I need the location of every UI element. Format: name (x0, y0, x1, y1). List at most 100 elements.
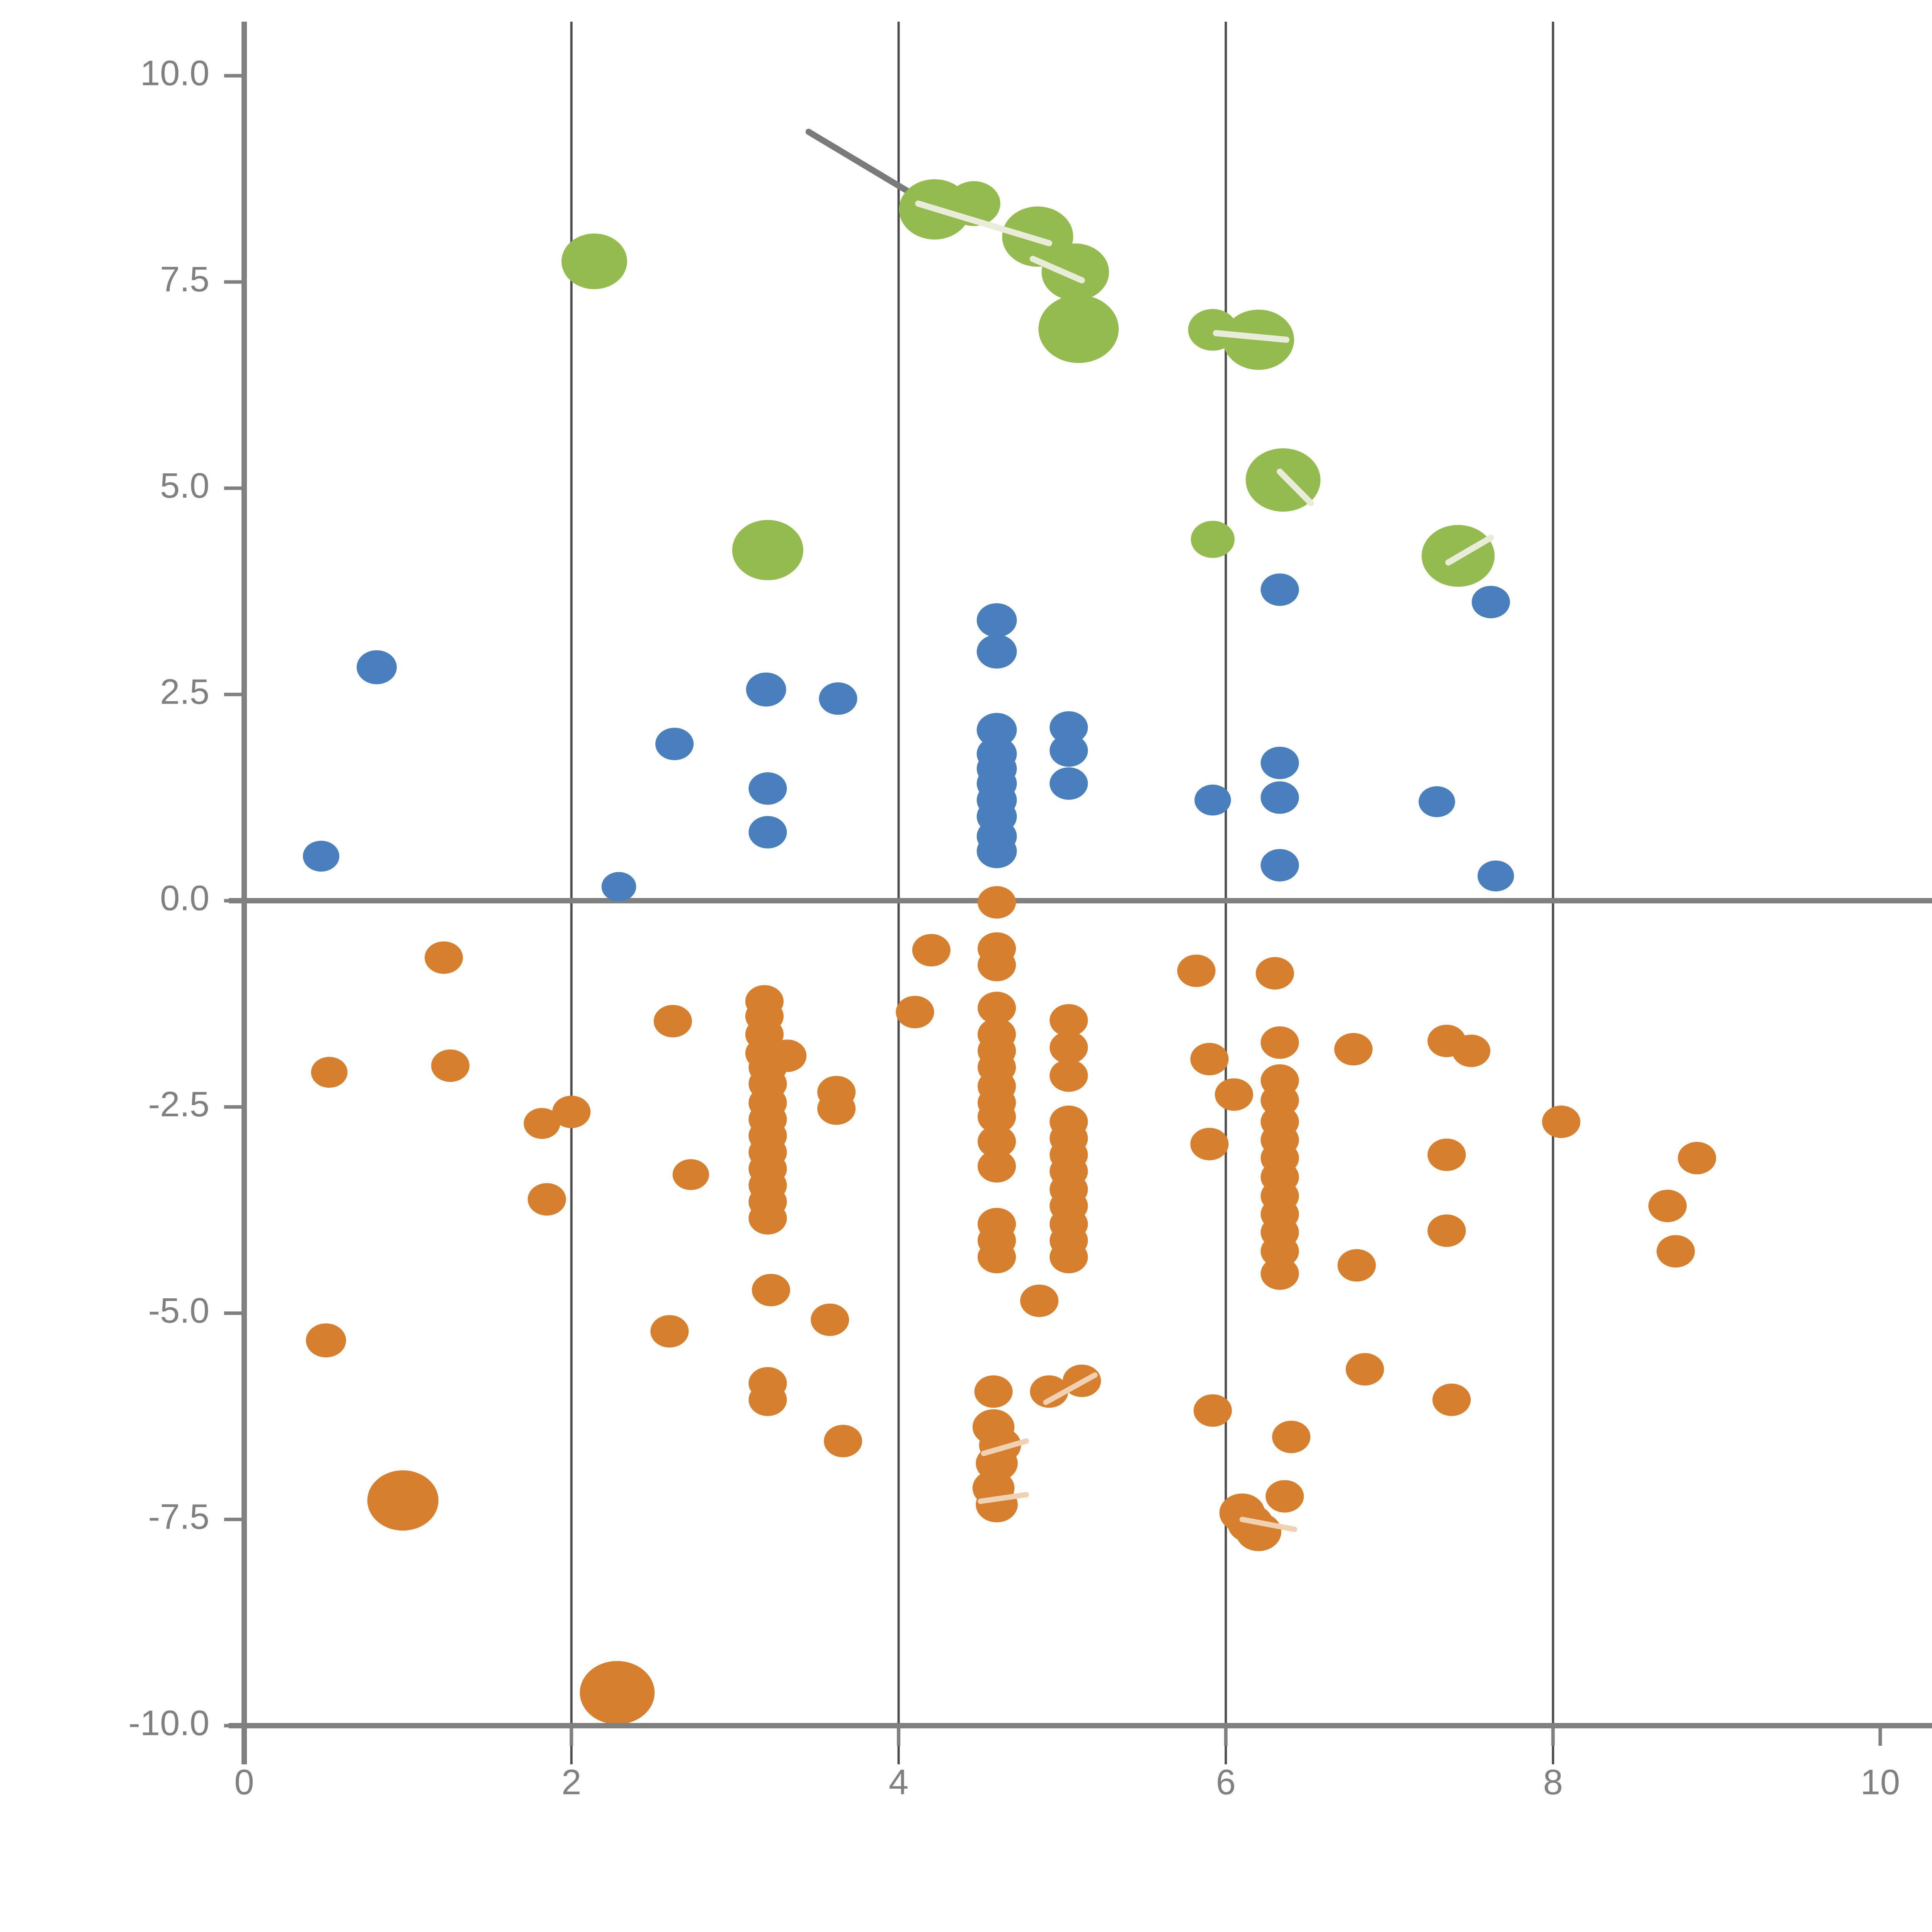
data-point-orange (424, 941, 463, 974)
markers-group (303, 179, 1716, 1725)
data-point-orange (1215, 1078, 1253, 1111)
data-point-orange (580, 1661, 655, 1725)
data-point-orange (1260, 1026, 1299, 1059)
data-point-blue (655, 728, 694, 760)
data-point-orange (1265, 1480, 1304, 1513)
series-green (561, 179, 1495, 587)
connector-line-light (978, 1492, 1029, 1504)
data-point-orange (431, 1049, 470, 1082)
data-point-orange (311, 1057, 348, 1088)
data-point-orange (978, 1100, 1016, 1133)
data-point-orange (653, 1005, 692, 1037)
data-point-green (1038, 295, 1119, 363)
data-point-orange (824, 1425, 862, 1458)
data-point-orange (1049, 1004, 1088, 1037)
connector-line-light (1445, 534, 1494, 566)
data-point-orange (1272, 1420, 1311, 1453)
data-point-blue (1477, 860, 1514, 891)
data-point-blue (976, 634, 1017, 669)
data-point-orange (306, 1323, 346, 1357)
y-tick-label: 0.0 (160, 878, 209, 918)
data-point-orange (1260, 1257, 1299, 1290)
data-point-orange (1190, 1043, 1229, 1075)
connector-line-light (1029, 255, 1085, 284)
data-point-blue (1194, 784, 1231, 816)
data-point-orange (367, 1470, 439, 1531)
data-point-orange (650, 1315, 689, 1348)
y-tick-label: -2.5 (148, 1085, 209, 1124)
x-tick-label: 10 (1861, 1763, 1900, 1802)
data-point-blue (357, 650, 397, 684)
data-point-orange (978, 1241, 1016, 1274)
data-point-orange (978, 1150, 1016, 1183)
series-blue (303, 573, 1514, 901)
data-point-orange (768, 1039, 807, 1072)
data-point-orange (1193, 1394, 1232, 1427)
y-tick-label: 7.5 (160, 260, 209, 299)
data-point-orange (1255, 957, 1294, 990)
connector-line-light (1043, 1372, 1098, 1405)
data-point-orange (527, 1183, 566, 1216)
data-point-blue (1260, 781, 1299, 814)
data-point-green (561, 233, 628, 289)
data-point-green (1041, 243, 1109, 301)
data-point-orange (1648, 1189, 1687, 1222)
data-point-green (732, 520, 803, 580)
data-point-orange (1345, 1353, 1384, 1386)
data-point-blue (976, 603, 1017, 638)
y-tick-label: 5.0 (160, 466, 209, 505)
data-point-blue (746, 672, 786, 707)
data-point-orange (748, 1202, 787, 1235)
data-point-blue (1260, 849, 1299, 882)
data-point-blue (748, 816, 787, 849)
data-point-orange (978, 886, 1016, 919)
data-point-blue (1418, 786, 1455, 817)
data-point-green (1190, 520, 1235, 558)
data-point-blue (601, 872, 636, 901)
data-point-orange (978, 949, 1016, 981)
data-point-blue (303, 840, 340, 872)
data-point-orange (1030, 1375, 1068, 1408)
series-orange (306, 886, 1716, 1725)
x-tick-label: 4 (889, 1763, 908, 1802)
data-point-blue (1260, 573, 1299, 606)
data-point-orange (1190, 1128, 1229, 1160)
data-point-blue (1049, 767, 1088, 800)
y-tick-label: -5.0 (148, 1291, 209, 1330)
connector-line-light (1213, 330, 1290, 343)
data-point-orange (748, 1383, 787, 1416)
connector-line-light (1277, 468, 1314, 506)
data-point-blue (819, 682, 857, 715)
data-point-orange (817, 1092, 856, 1125)
axes-group (229, 22, 1932, 1764)
data-point-orange (672, 1159, 709, 1190)
y-tick-label: 2.5 (160, 672, 209, 712)
data-point-blue (976, 834, 1017, 868)
y-tick-label: 10.0 (140, 53, 209, 93)
data-point-orange (1656, 1235, 1695, 1268)
data-point-orange (1020, 1284, 1059, 1317)
data-point-orange (1432, 1383, 1471, 1416)
x-tick-label: 6 (1216, 1763, 1236, 1802)
data-point-orange (1337, 1249, 1376, 1282)
data-point-orange (976, 1486, 1018, 1522)
data-point-orange (1334, 1033, 1373, 1066)
connector-line-light (981, 1438, 1029, 1456)
data-point-orange (1678, 1142, 1716, 1175)
data-point-orange (978, 992, 1016, 1024)
data-point-orange (811, 1303, 849, 1336)
data-point-orange (1542, 1105, 1580, 1138)
connector-line-light (915, 200, 1053, 247)
data-point-orange (552, 1095, 591, 1128)
data-point-blue (1260, 747, 1299, 779)
data-point-orange (1049, 1241, 1088, 1274)
data-point-blue (748, 772, 787, 805)
data-point-orange (752, 1274, 790, 1306)
data-point-orange (1452, 1034, 1491, 1067)
data-point-orange (978, 1125, 1016, 1158)
tick-labels-group: 10.0 7.5 5.0 2.5 0.0 -2.5 -5.0 -7.5 -10.0 0 2 4 6 8 10 (128, 53, 1900, 1802)
data-point-orange (974, 1375, 1013, 1408)
connector-line-light (1239, 1517, 1298, 1532)
